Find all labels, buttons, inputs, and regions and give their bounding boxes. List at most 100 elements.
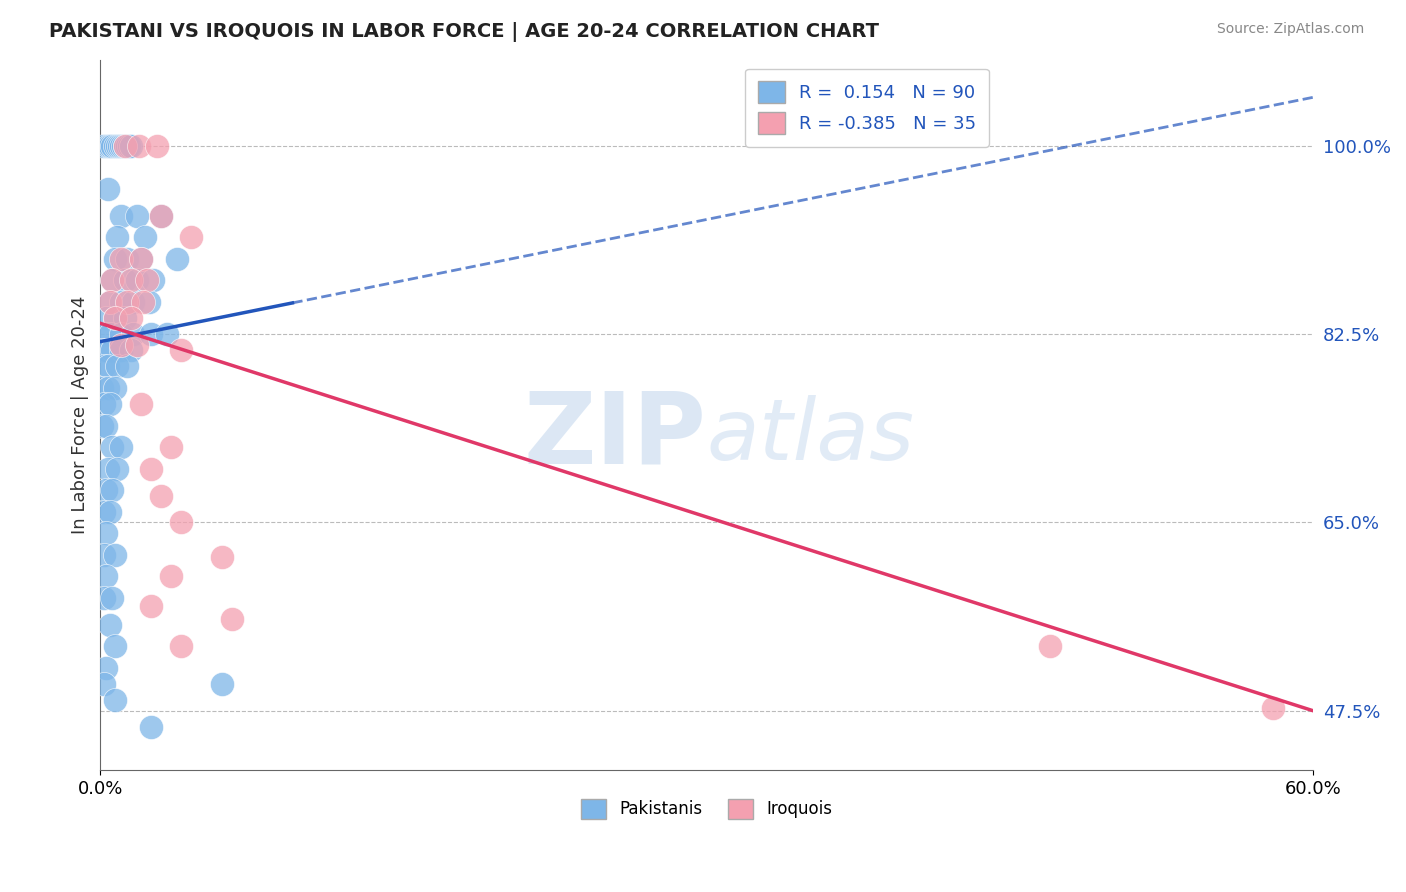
Point <box>96 483 118 497</box>
Point <box>114 310 136 325</box>
Point <box>103 310 125 325</box>
Point <box>97 138 120 153</box>
Point <box>121 294 143 309</box>
Point <box>135 273 157 287</box>
Point <box>101 273 124 287</box>
Point <box>150 489 173 503</box>
Point <box>100 294 122 309</box>
Point <box>103 310 125 325</box>
Point <box>129 252 152 266</box>
Point <box>115 138 138 153</box>
Point <box>105 138 128 153</box>
Legend: Pakistanis, Iroquois: Pakistanis, Iroquois <box>575 792 839 826</box>
Point <box>91 381 114 395</box>
Point <box>110 440 132 454</box>
Point <box>96 310 118 325</box>
Point <box>93 505 115 519</box>
Point <box>120 273 142 287</box>
Point <box>221 612 243 626</box>
Point <box>121 327 143 342</box>
Point <box>93 327 115 342</box>
Point <box>101 483 124 497</box>
Point <box>160 440 183 454</box>
Point <box>103 639 125 653</box>
Point <box>110 252 132 266</box>
Point <box>91 343 114 358</box>
Point <box>107 138 129 153</box>
Point <box>139 461 162 475</box>
Point <box>97 359 120 374</box>
Point <box>139 599 162 614</box>
Point <box>103 138 125 153</box>
Point <box>118 138 141 153</box>
Point <box>114 138 136 153</box>
Point <box>180 230 202 244</box>
Point <box>115 294 138 309</box>
Point <box>132 294 155 309</box>
Point <box>170 343 193 358</box>
Point <box>93 677 115 691</box>
Point <box>96 526 118 541</box>
Point <box>156 327 179 342</box>
Point <box>103 548 125 562</box>
Point <box>128 138 150 153</box>
Point <box>170 639 193 653</box>
Point <box>100 327 122 342</box>
Point <box>101 591 124 605</box>
Point <box>96 569 118 583</box>
Point <box>97 182 120 196</box>
Point <box>146 138 169 153</box>
Point <box>142 273 165 287</box>
Point <box>97 461 120 475</box>
Text: Source: ZipAtlas.com: Source: ZipAtlas.com <box>1216 22 1364 37</box>
Point <box>97 381 120 395</box>
Text: atlas: atlas <box>707 394 915 477</box>
Point <box>170 516 193 530</box>
Point <box>115 359 138 374</box>
Point <box>110 327 132 342</box>
Point <box>166 252 188 266</box>
Point <box>93 359 115 374</box>
Point <box>211 677 233 691</box>
Point <box>150 209 173 223</box>
Point <box>125 338 148 352</box>
Point <box>115 252 138 266</box>
Point <box>93 397 115 411</box>
Point <box>110 294 132 309</box>
Point <box>100 397 122 411</box>
Point <box>120 138 142 153</box>
Point <box>100 138 122 153</box>
Point <box>110 343 132 358</box>
Point <box>114 138 136 153</box>
Point <box>100 617 122 632</box>
Text: ZIP: ZIP <box>524 388 707 484</box>
Point <box>114 273 136 287</box>
Point <box>1039 639 1062 653</box>
Point <box>129 252 152 266</box>
Point <box>211 549 233 564</box>
Point <box>150 209 173 223</box>
Point <box>93 138 115 153</box>
Point <box>138 294 160 309</box>
Point <box>120 343 142 358</box>
Point <box>125 273 148 287</box>
Point <box>103 381 125 395</box>
Point <box>100 294 122 309</box>
Point <box>101 440 124 454</box>
Point <box>103 693 125 707</box>
Point <box>96 418 118 433</box>
Point <box>139 720 162 734</box>
Point <box>111 138 134 153</box>
Point <box>93 548 115 562</box>
Point <box>160 569 183 583</box>
Text: PAKISTANI VS IROQUOIS IN LABOR FORCE | AGE 20-24 CORRELATION CHART: PAKISTANI VS IROQUOIS IN LABOR FORCE | A… <box>49 22 879 42</box>
Point <box>110 338 132 352</box>
Point <box>93 591 115 605</box>
Point <box>134 230 156 244</box>
Point <box>139 327 162 342</box>
Point <box>125 209 148 223</box>
Point <box>110 138 132 153</box>
Point <box>110 209 132 223</box>
Point <box>1261 700 1284 714</box>
Point <box>96 343 118 358</box>
